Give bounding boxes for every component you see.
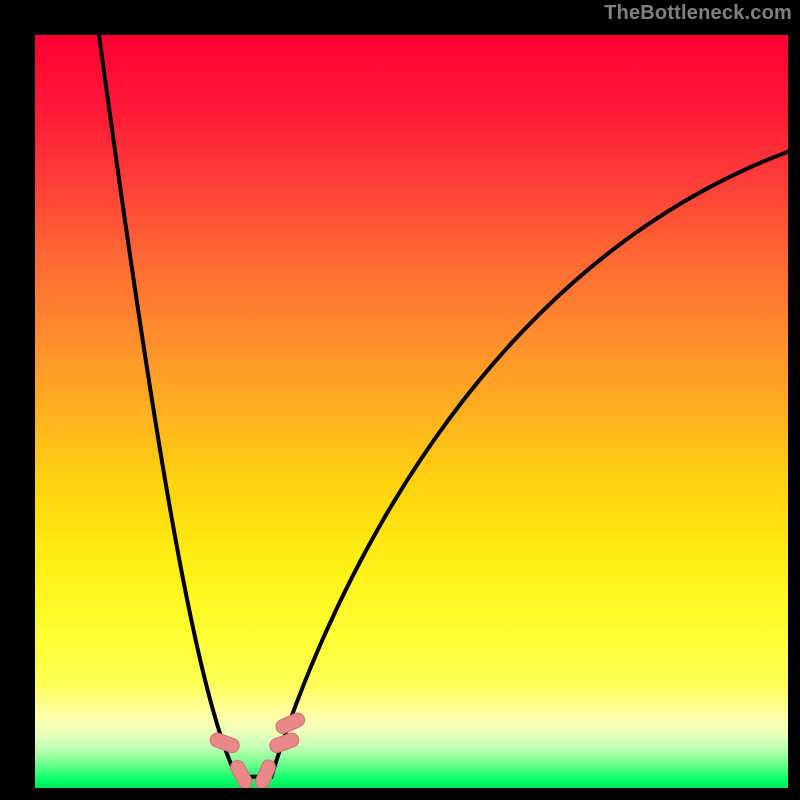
curve-layer bbox=[35, 35, 788, 788]
marker-capsule bbox=[228, 758, 254, 788]
marker-capsule bbox=[253, 758, 277, 788]
bottleneck-curve bbox=[99, 35, 788, 777]
watermark-text: TheBottleneck.com bbox=[604, 2, 792, 25]
chart-frame: TheBottleneck.com bbox=[0, 0, 800, 800]
plot-area bbox=[35, 35, 788, 788]
